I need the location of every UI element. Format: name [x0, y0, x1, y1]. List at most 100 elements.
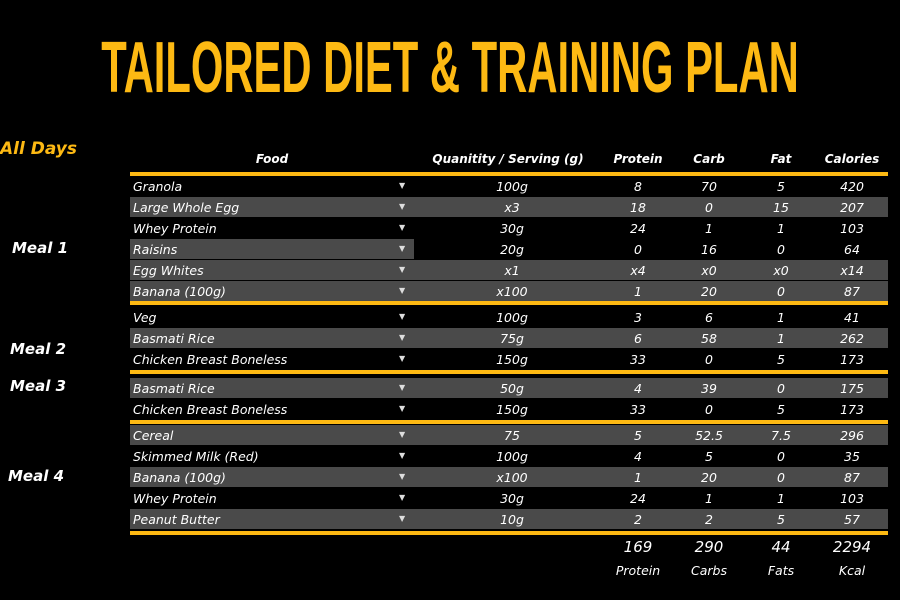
fat-cell: 0 — [777, 284, 785, 299]
caret-down-icon[interactable]: ▼ — [399, 223, 406, 232]
protein-cell: 24 — [630, 491, 646, 506]
carb-cell: 0 — [705, 402, 713, 417]
table-row: Granola ▼ 100g 8 70 5 420 — [130, 176, 888, 196]
table-row: Basmati Rice ▼ 50g 4 39 0 175 — [130, 378, 888, 398]
qty-cell[interactable]: 75g — [500, 331, 524, 346]
food-select[interactable]: Banana (100g) — [133, 470, 226, 485]
protein-cell: 4 — [634, 381, 642, 396]
qty-cell[interactable]: 75 — [504, 428, 520, 443]
qty-cell[interactable]: 50g — [500, 381, 524, 396]
fat-cell: 0 — [777, 449, 785, 464]
cal-cell: 173 — [840, 402, 864, 417]
qty-cell[interactable]: x3 — [504, 200, 520, 215]
fat-cell: 15 — [773, 200, 789, 215]
cal-cell: 296 — [840, 428, 864, 443]
table-row: Raisins ▼ 20g 0 16 0 64 — [130, 239, 888, 259]
qty-cell[interactable]: 30g — [500, 221, 524, 236]
qty-cell[interactable]: x1 — [504, 263, 520, 278]
food-select[interactable]: Basmati Rice — [133, 331, 215, 346]
food-select[interactable]: Chicken Breast Boneless — [133, 352, 288, 367]
meal-label: Meal 2 — [10, 340, 67, 358]
table-row: Chicken Breast Boneless ▼ 150g 33 0 5 173 — [130, 399, 888, 419]
qty-cell[interactable]: 100g — [496, 449, 528, 464]
food-select[interactable]: Egg Whites — [133, 263, 204, 278]
qty-cell[interactable]: x100 — [496, 284, 528, 299]
qty-cell[interactable]: 10g — [500, 512, 524, 527]
cal-cell: 87 — [844, 470, 860, 485]
food-select[interactable]: Basmati Rice — [133, 381, 215, 396]
protein-cell: 18 — [630, 200, 646, 215]
fat-cell: 0 — [777, 470, 785, 485]
total-carbs-label: Carbs — [691, 563, 727, 578]
caret-down-icon[interactable]: ▼ — [399, 312, 406, 321]
caret-down-icon[interactable]: ▼ — [399, 493, 406, 502]
food-select[interactable]: Banana (100g) — [133, 284, 226, 299]
carb-cell: 16 — [701, 242, 717, 257]
table-row: Cereal ▼ 75 5 52.5 7.5 296 — [130, 425, 888, 445]
protein-cell: 0 — [634, 242, 642, 257]
food-select[interactable]: Whey Protein — [133, 491, 217, 506]
cal-cell: x14 — [840, 263, 864, 278]
protein-cell: 1 — [634, 470, 642, 485]
total-protein: 169 — [623, 538, 653, 556]
fat-cell: x0 — [773, 263, 789, 278]
carb-cell: 52.5 — [695, 428, 723, 443]
protein-cell: 3 — [634, 310, 642, 325]
food-select[interactable]: Cereal — [133, 428, 174, 443]
fat-cell: 1 — [777, 491, 785, 506]
header-fat: Fat — [770, 152, 792, 166]
food-select[interactable]: Granola — [133, 179, 183, 194]
section-divider — [130, 370, 888, 374]
caret-down-icon[interactable]: ▼ — [399, 333, 406, 342]
caret-down-icon[interactable]: ▼ — [399, 430, 406, 439]
cal-cell: 420 — [840, 179, 864, 194]
cal-cell: 103 — [840, 221, 864, 236]
protein-cell: 6 — [634, 331, 642, 346]
qty-cell[interactable]: 100g — [496, 310, 528, 325]
protein-cell: 2 — [634, 512, 642, 527]
caret-down-icon[interactable]: ▼ — [399, 383, 406, 392]
meal-label: Meal 4 — [8, 467, 65, 485]
qty-cell[interactable]: 100g — [496, 179, 528, 194]
qty-cell[interactable]: 20g — [500, 242, 524, 257]
carb-cell: 5 — [705, 449, 713, 464]
cal-cell: 64 — [844, 242, 860, 257]
caret-down-icon[interactable]: ▼ — [399, 354, 406, 363]
food-select[interactable]: Raisins — [133, 242, 178, 257]
table-row: Whey Protein ▼ 30g 24 1 1 103 — [130, 488, 888, 508]
carb-cell: 58 — [701, 331, 717, 346]
section-divider — [130, 172, 888, 176]
qty-cell[interactable]: 30g — [500, 491, 524, 506]
fat-cell: 5 — [777, 179, 785, 194]
cal-cell: 207 — [840, 200, 864, 215]
table-row: Whey Protein ▼ 30g 24 1 1 103 — [130, 218, 888, 238]
qty-cell[interactable]: 150g — [496, 402, 528, 417]
caret-down-icon[interactable]: ▼ — [399, 404, 406, 413]
table-row: Veg ▼ 100g 3 6 1 41 — [130, 307, 888, 327]
fat-cell: 1 — [777, 331, 785, 346]
carb-cell: 39 — [701, 381, 717, 396]
caret-down-icon[interactable]: ▼ — [399, 451, 406, 460]
caret-down-icon[interactable]: ▼ — [399, 286, 406, 295]
carb-cell: 2 — [705, 512, 713, 527]
caret-down-icon[interactable]: ▼ — [399, 181, 406, 190]
carb-cell: 20 — [701, 470, 717, 485]
meal-label: Meal 1 — [12, 239, 69, 257]
protein-cell: 24 — [630, 221, 646, 236]
caret-down-icon[interactable]: ▼ — [399, 514, 406, 523]
carb-cell: 70 — [701, 179, 717, 194]
qty-cell[interactable]: 150g — [496, 352, 528, 367]
caret-down-icon[interactable]: ▼ — [399, 202, 406, 211]
food-select[interactable]: Chicken Breast Boneless — [133, 402, 288, 417]
caret-down-icon[interactable]: ▼ — [399, 265, 406, 274]
header-protein: Protein — [613, 152, 663, 166]
food-select[interactable]: Whey Protein — [133, 221, 217, 236]
caret-down-icon[interactable]: ▼ — [399, 244, 406, 253]
food-select[interactable]: Peanut Butter — [133, 512, 220, 527]
food-select[interactable]: Large Whole Egg — [133, 200, 240, 215]
food-select[interactable]: Skimmed Milk (Red) — [133, 449, 259, 464]
qty-cell[interactable]: x100 — [496, 470, 528, 485]
section-divider — [130, 301, 888, 305]
caret-down-icon[interactable]: ▼ — [399, 472, 406, 481]
food-select[interactable]: Veg — [133, 310, 157, 325]
